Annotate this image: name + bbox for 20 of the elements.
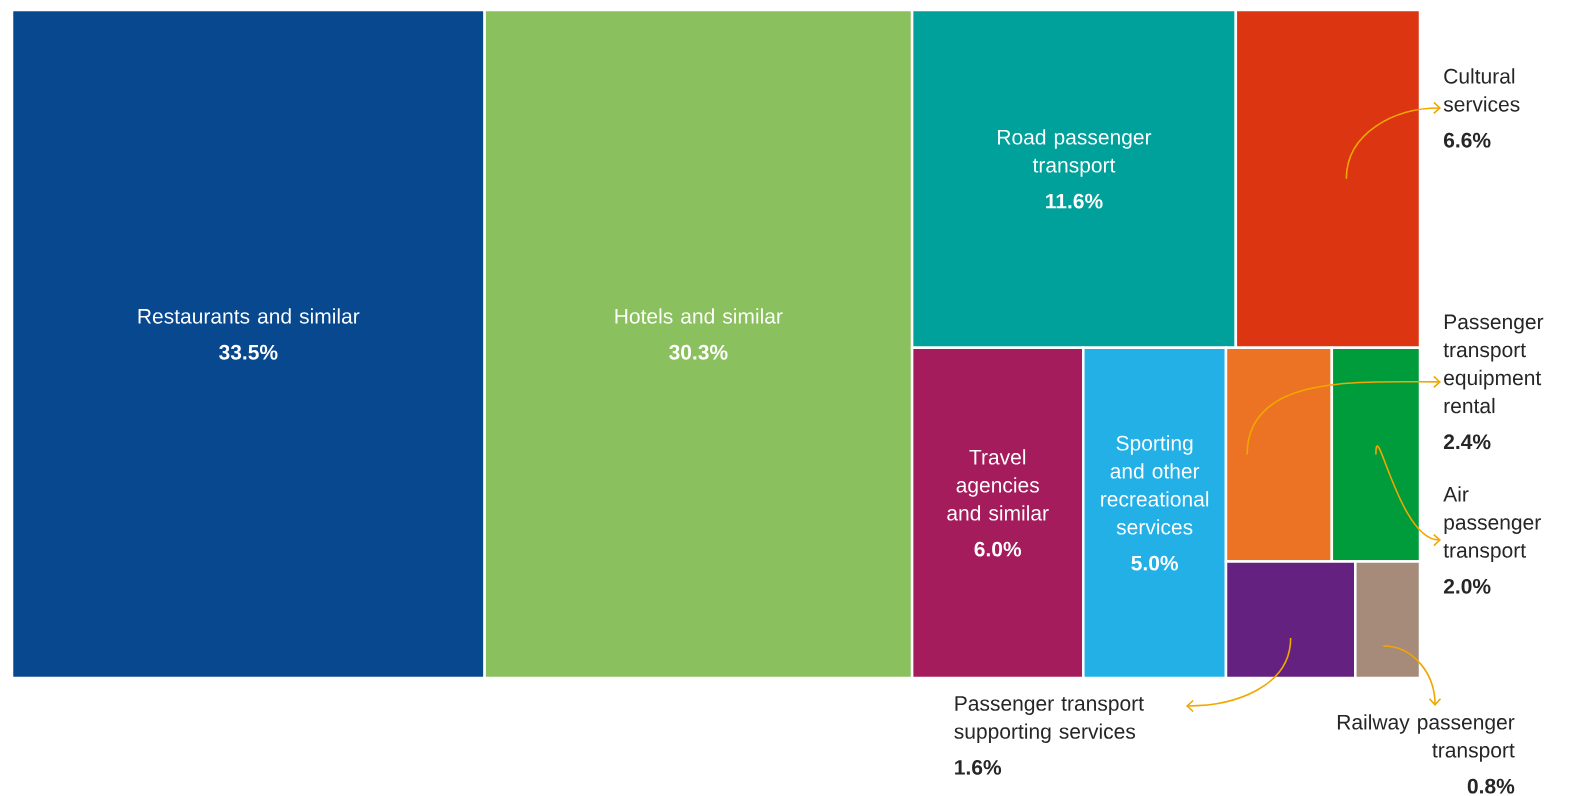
category-label: Travel agencies and similar <box>947 449 1049 521</box>
category-label: Hotels and similar <box>615 308 783 324</box>
data-label: 11.6% <box>1046 193 1103 209</box>
data-label: 2.0% <box>1443 578 1491 594</box>
category-label: Restaurants and similar <box>138 308 360 324</box>
data-label: 6.6% <box>1443 132 1491 148</box>
data-label: 6.0% <box>974 541 1022 557</box>
category-label: Passenger transport equipment rental <box>1443 314 1544 414</box>
data-label: 0.8% <box>1467 778 1515 794</box>
category-label: Sporting and other recreational services <box>1101 435 1209 535</box>
data-label: 30.3% <box>669 344 728 360</box>
category-label: Railway passenger transport <box>1337 714 1515 762</box>
category-label: Air passenger transport <box>1443 486 1541 562</box>
category-label: Passenger transport supporting services <box>954 696 1144 743</box>
data-label: 1.6% <box>955 759 1002 775</box>
category-label: Cultural services <box>1443 68 1520 112</box>
data-label: 2.4% <box>1443 434 1491 450</box>
category-label: Road passenger transport <box>998 129 1152 177</box>
data-label: 5.0% <box>1131 555 1179 571</box>
data-label: 33.5% <box>219 344 278 360</box>
